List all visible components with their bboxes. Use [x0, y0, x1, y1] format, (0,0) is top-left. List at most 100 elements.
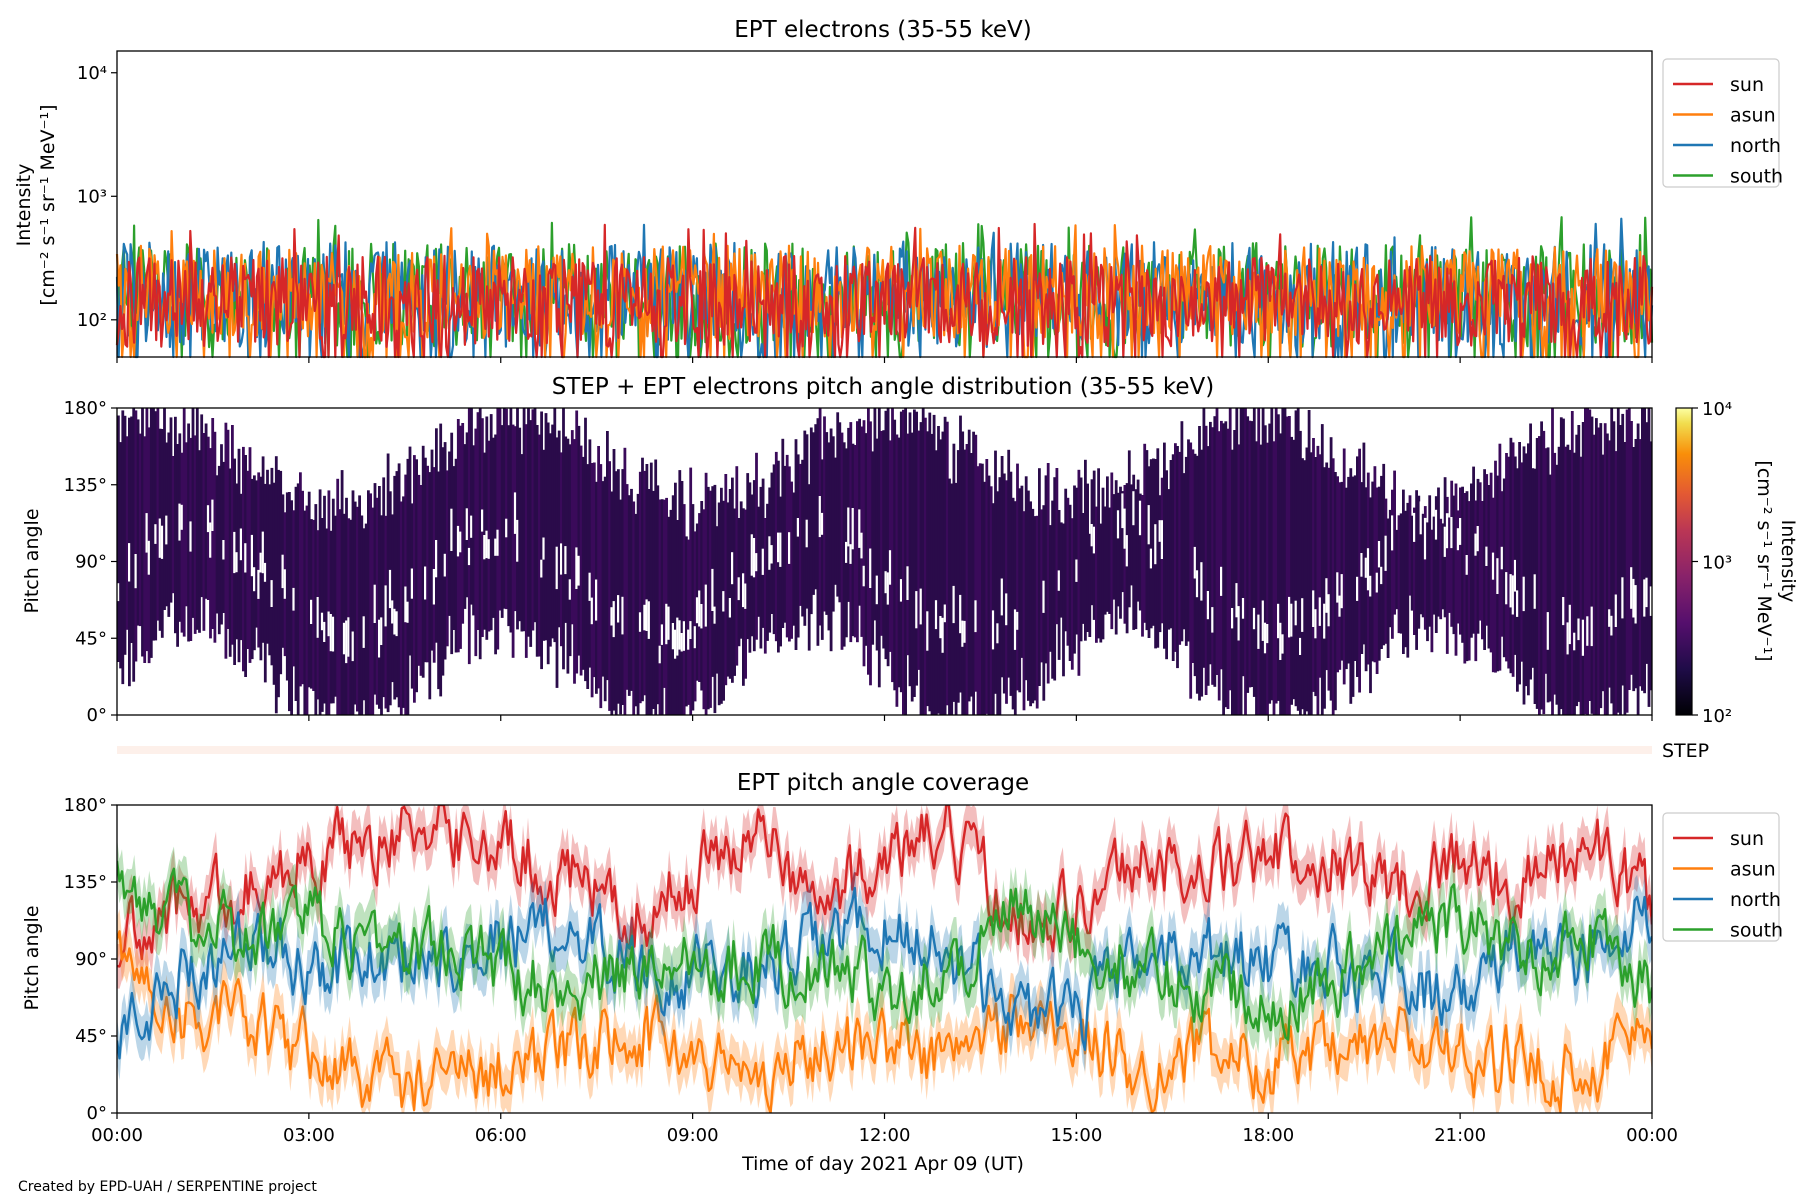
heatmap-column	[1393, 470, 1396, 615]
heatmap-gap	[1154, 524, 1157, 565]
heatmap-gap	[1116, 510, 1120, 539]
heatmap-column	[983, 481, 986, 715]
heatmap-gap	[1586, 616, 1589, 646]
heatmap-gap	[711, 568, 715, 611]
heatmap-column	[790, 481, 793, 639]
heatmap-column	[1358, 448, 1361, 693]
heatmap-column	[1377, 486, 1381, 661]
heatmap-column	[921, 408, 925, 715]
heatmap-column	[728, 489, 732, 679]
heatmap-column	[1632, 447, 1636, 692]
heatmap-column	[349, 519, 353, 715]
heatmap-gap	[1075, 559, 1079, 582]
heatmap-gap	[209, 522, 212, 558]
heatmap-gap	[943, 604, 947, 623]
heatmap-gap	[698, 590, 701, 627]
heatmap-column	[1437, 487, 1440, 617]
heatmap-column	[1544, 448, 1548, 674]
heatmap-column	[1548, 474, 1552, 702]
heatmap-column	[601, 481, 605, 677]
heatmap-gap	[752, 538, 756, 578]
heatmap-column	[772, 464, 776, 635]
heatmap-column	[1059, 522, 1063, 618]
heatmap-gap	[1496, 558, 1500, 594]
heatmap-column	[801, 459, 804, 617]
heatmap-column	[331, 498, 335, 704]
heatmap-column	[217, 465, 221, 635]
heatmap-column	[1452, 495, 1456, 635]
heatmap-column	[836, 412, 840, 597]
heatmap-gap	[906, 566, 910, 600]
heatmap-gap	[700, 604, 704, 629]
heatmap-column	[318, 489, 322, 715]
heatmap-gap	[941, 617, 945, 653]
heatmap-column	[193, 435, 197, 634]
heatmap-column	[654, 459, 658, 715]
heatmap-column	[1641, 408, 1644, 691]
heatmap-gap	[351, 631, 355, 662]
heatmap-column	[1051, 500, 1054, 679]
heatmap-column	[1434, 496, 1438, 633]
heatmap-column	[875, 438, 879, 651]
heatmap-column	[1588, 409, 1592, 701]
heatmap-column	[336, 478, 340, 715]
heatmap-column	[1621, 413, 1625, 686]
heatmap-column	[1070, 518, 1074, 670]
heatmap-column	[1325, 462, 1329, 671]
heatmap-column	[954, 482, 958, 715]
heatmap-gap	[239, 528, 243, 561]
heatmap-column	[1592, 434, 1596, 715]
heatmap-column	[612, 449, 616, 711]
heatmap-gap	[327, 611, 331, 637]
heatmap-column	[474, 428, 478, 657]
heatmap-column	[1318, 454, 1322, 678]
heatmap-column	[1103, 506, 1107, 615]
heatmap-column	[1222, 423, 1225, 715]
intensity-axes: 10² 10³ 10⁴	[77, 50, 1653, 363]
coverage-ylabel: Pitch angle	[21, 905, 43, 1010]
heatmap-column	[965, 444, 969, 715]
heatmap-column	[1114, 480, 1118, 635]
coverage-line-sun	[117, 805, 1652, 968]
y-tick-label: 135°	[64, 475, 107, 496]
heatmap-column	[1106, 476, 1109, 612]
heatmap-column	[1498, 443, 1502, 671]
heatmap-gap	[693, 626, 697, 649]
intensity-panel: EPT electrons (35-55 keV) Intensity [cm⁻…	[13, 17, 1783, 363]
heatmap-column	[915, 411, 918, 686]
heatmap-gap	[1566, 622, 1570, 655]
coverage-band-asun	[117, 909, 1652, 1113]
heatmap-column	[1522, 446, 1526, 705]
heatmap-gap	[884, 571, 888, 594]
heatmap-gap	[1290, 603, 1293, 637]
intensity-ylabel: Intensity [cm⁻² s⁻¹ sr⁻¹ MeV⁻¹]	[13, 104, 59, 305]
heatmap-column	[266, 469, 269, 644]
heatmap-gap	[323, 621, 326, 642]
heatmap-gap	[470, 515, 473, 538]
heatmap-column	[939, 439, 943, 715]
heatmap-gap	[244, 543, 247, 573]
heatmap-column	[766, 503, 769, 641]
heatmap-gap	[617, 595, 620, 623]
heatmap-column	[117, 415, 120, 662]
heatmap-column	[989, 486, 993, 715]
heatmap-column	[524, 424, 528, 658]
heatmap-column	[706, 486, 710, 710]
heatmap-column	[985, 459, 989, 714]
heatmap-column	[1413, 507, 1416, 635]
heatmap-gap	[1160, 520, 1164, 559]
heatmap-column	[1559, 417, 1563, 710]
y-tick-label: 90°	[75, 552, 107, 573]
heatmap-column	[919, 422, 923, 715]
heatmap-column	[1095, 506, 1098, 643]
heatmap-column	[443, 442, 447, 660]
heatmap-column	[568, 444, 572, 657]
heatmap-column	[1391, 489, 1394, 639]
heatmap-column	[1566, 444, 1570, 715]
heatmap-gap	[456, 525, 460, 557]
heatmap-column	[277, 469, 280, 698]
heatmap-gap	[1000, 578, 1004, 616]
heatmap-gap	[974, 600, 978, 633]
heatmap-column	[1018, 488, 1022, 693]
